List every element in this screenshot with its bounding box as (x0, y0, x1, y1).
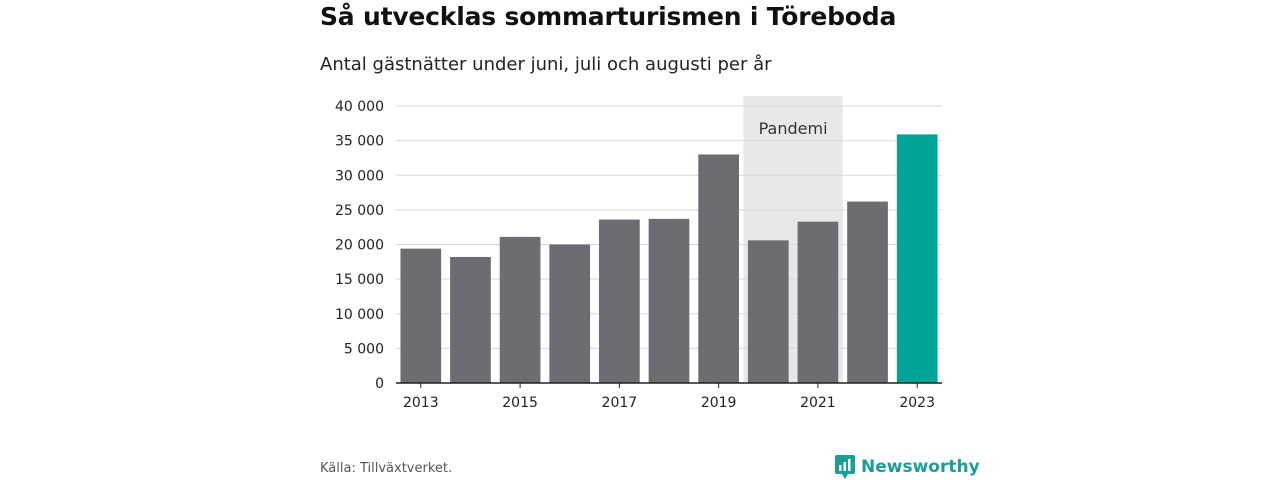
bar-2022 (847, 201, 888, 383)
y-tick-label: 15 000 (335, 272, 384, 288)
y-tick-label: 20 000 (335, 238, 384, 254)
x-tick-label: 2019 (701, 395, 737, 411)
x-tick-label: 2023 (899, 395, 935, 411)
y-tick-label: 10 000 (335, 307, 384, 323)
bar-2023 (896, 134, 938, 383)
bar-2013 (400, 248, 442, 383)
y-tick-label: 35 000 (335, 134, 384, 150)
x-tick-label: 2017 (602, 395, 638, 411)
bar-2016 (549, 244, 591, 383)
bar-2018 (648, 218, 690, 383)
brand-logo: Newsworthy (835, 455, 980, 479)
bar-chart: Pandemi 0 5 000 10 000 15 000 20 000 25 000 30 … (335, 96, 942, 411)
bar-2017 (599, 219, 640, 383)
y-tick-label: 30 000 (335, 168, 384, 184)
chart-title: Så utvecklas sommarturismen i Töreboda (320, 2, 897, 31)
bar-2020 (747, 240, 789, 383)
y-tick-label: 5 000 (344, 341, 384, 357)
source-note: Källa: Tillväxtverket. (320, 461, 453, 476)
bar-2021 (797, 221, 839, 383)
newsworthy-logo-icon (835, 455, 855, 479)
y-tick-label: 25 000 (335, 203, 384, 219)
y-tick-label: 40 000 (335, 99, 384, 115)
bar-2019 (698, 154, 739, 383)
brand-name: Newsworthy (861, 457, 980, 477)
bar-2015 (499, 236, 541, 383)
bar-2014 (450, 256, 491, 383)
x-tick-label: 2015 (502, 395, 538, 411)
chart-subtitle: Antal gästnätter under juni, juli och au… (320, 54, 772, 75)
x-tick-label: 2013 (403, 395, 439, 411)
y-tick-label: 0 (375, 376, 384, 392)
x-tick-label: 2021 (800, 395, 836, 411)
pandemic-label: Pandemi (759, 119, 828, 138)
